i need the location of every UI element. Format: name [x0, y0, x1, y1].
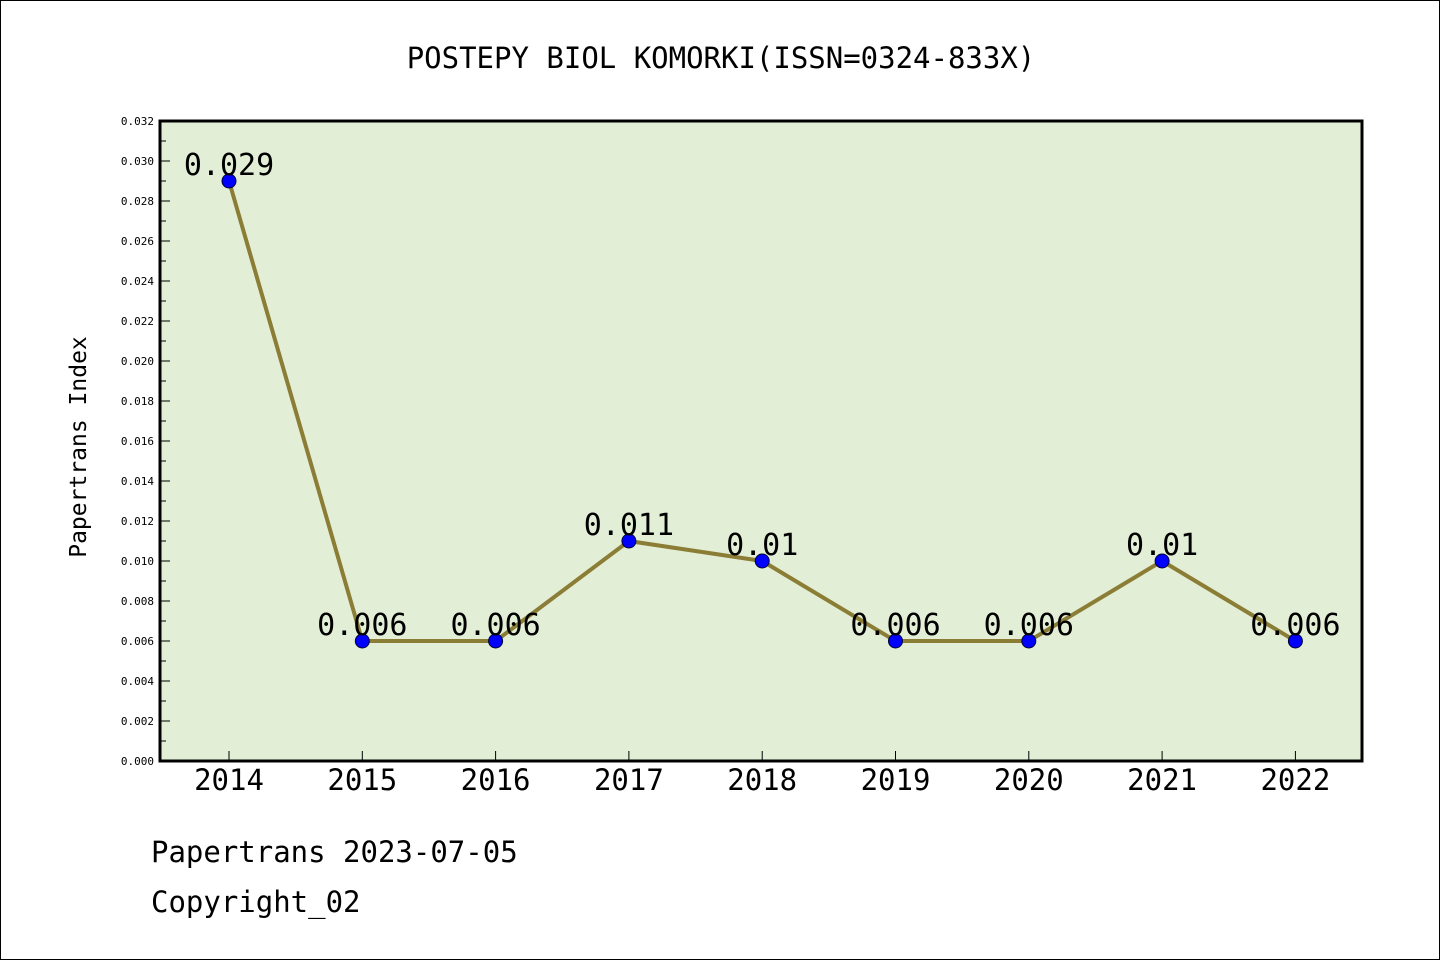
chart-title: POSTEPY BIOL KOMORKI(ISSN=0324-833X)	[407, 41, 1036, 75]
y-tick-label: 0.032	[121, 115, 154, 128]
y-tick-label: 0.030	[121, 155, 154, 168]
x-axis: 2014 2015 2016 2017 2018 2019 2020 2021 2022	[194, 751, 1330, 797]
y-tick-label: 0.026	[121, 235, 154, 248]
data-point	[1154, 553, 1170, 569]
x-tick-label: 2019	[861, 763, 931, 797]
y-tick-label: 0.018	[121, 395, 154, 408]
data-label: 0.006	[850, 608, 940, 643]
y-axis-label: Papertrans Index	[66, 336, 92, 558]
y-tick-label: 0.024	[121, 275, 154, 288]
data-label: 0.006	[984, 608, 1074, 643]
data-label: 0.006	[450, 608, 540, 643]
x-tick-label: 2022	[1260, 763, 1330, 797]
data-label: 0.011	[584, 508, 674, 543]
plot-border	[158, 119, 1364, 763]
data-point	[754, 553, 770, 569]
data-label: 0.01	[1126, 528, 1198, 563]
data-point	[1021, 633, 1037, 649]
x-tick-label: 2016	[461, 763, 531, 797]
data-point	[354, 633, 370, 649]
y-tick-label: 0.014	[121, 475, 154, 488]
x-tick-label: 2017	[594, 763, 664, 797]
y-tick-label: 0.006	[121, 635, 154, 648]
data-label: 0.01	[726, 528, 798, 563]
data-point	[1287, 633, 1303, 649]
x-tick-label: 2021	[1127, 763, 1197, 797]
x-tick-label: 2015	[327, 763, 397, 797]
y-tick-label: 0.008	[121, 595, 154, 608]
data-series: 0.029 0.006 0.006 0.011 0.01 0.006 0.006 0.01 0.…	[184, 148, 1341, 649]
y-tick-label: 0.028	[121, 195, 154, 208]
plot-area	[160, 121, 1362, 761]
y-tick-label: 0.012	[121, 515, 154, 528]
data-point	[488, 633, 504, 649]
data-point	[888, 633, 903, 649]
y-tick-label: 0.002	[121, 715, 154, 728]
x-tick-label: 2020	[994, 763, 1064, 797]
y-tick-label: 0.020	[121, 355, 154, 368]
y-axis: 0.000 0.002 0.004 0.006 0.008 0.010 0.012 0.014…	[121, 115, 170, 768]
y-tick-label: 0.022	[121, 315, 154, 328]
data-label: 0.006	[1250, 608, 1340, 643]
y-tick-label: 0.016	[121, 435, 154, 448]
footer-date: Papertrans 2023-07-05	[151, 835, 518, 869]
footer-copyright: Copyright_02	[151, 885, 361, 919]
x-tick-label: 2014	[194, 763, 264, 797]
y-tick-label: 0.010	[121, 555, 154, 568]
y-tick-label: 0.004	[121, 675, 154, 688]
data-point	[221, 173, 237, 189]
data-point	[621, 533, 637, 549]
data-label: 0.006	[317, 608, 407, 643]
y-tick-label: 0.000	[121, 755, 154, 768]
x-tick-label: 2018	[727, 763, 797, 797]
data-label: 0.029	[184, 148, 274, 183]
